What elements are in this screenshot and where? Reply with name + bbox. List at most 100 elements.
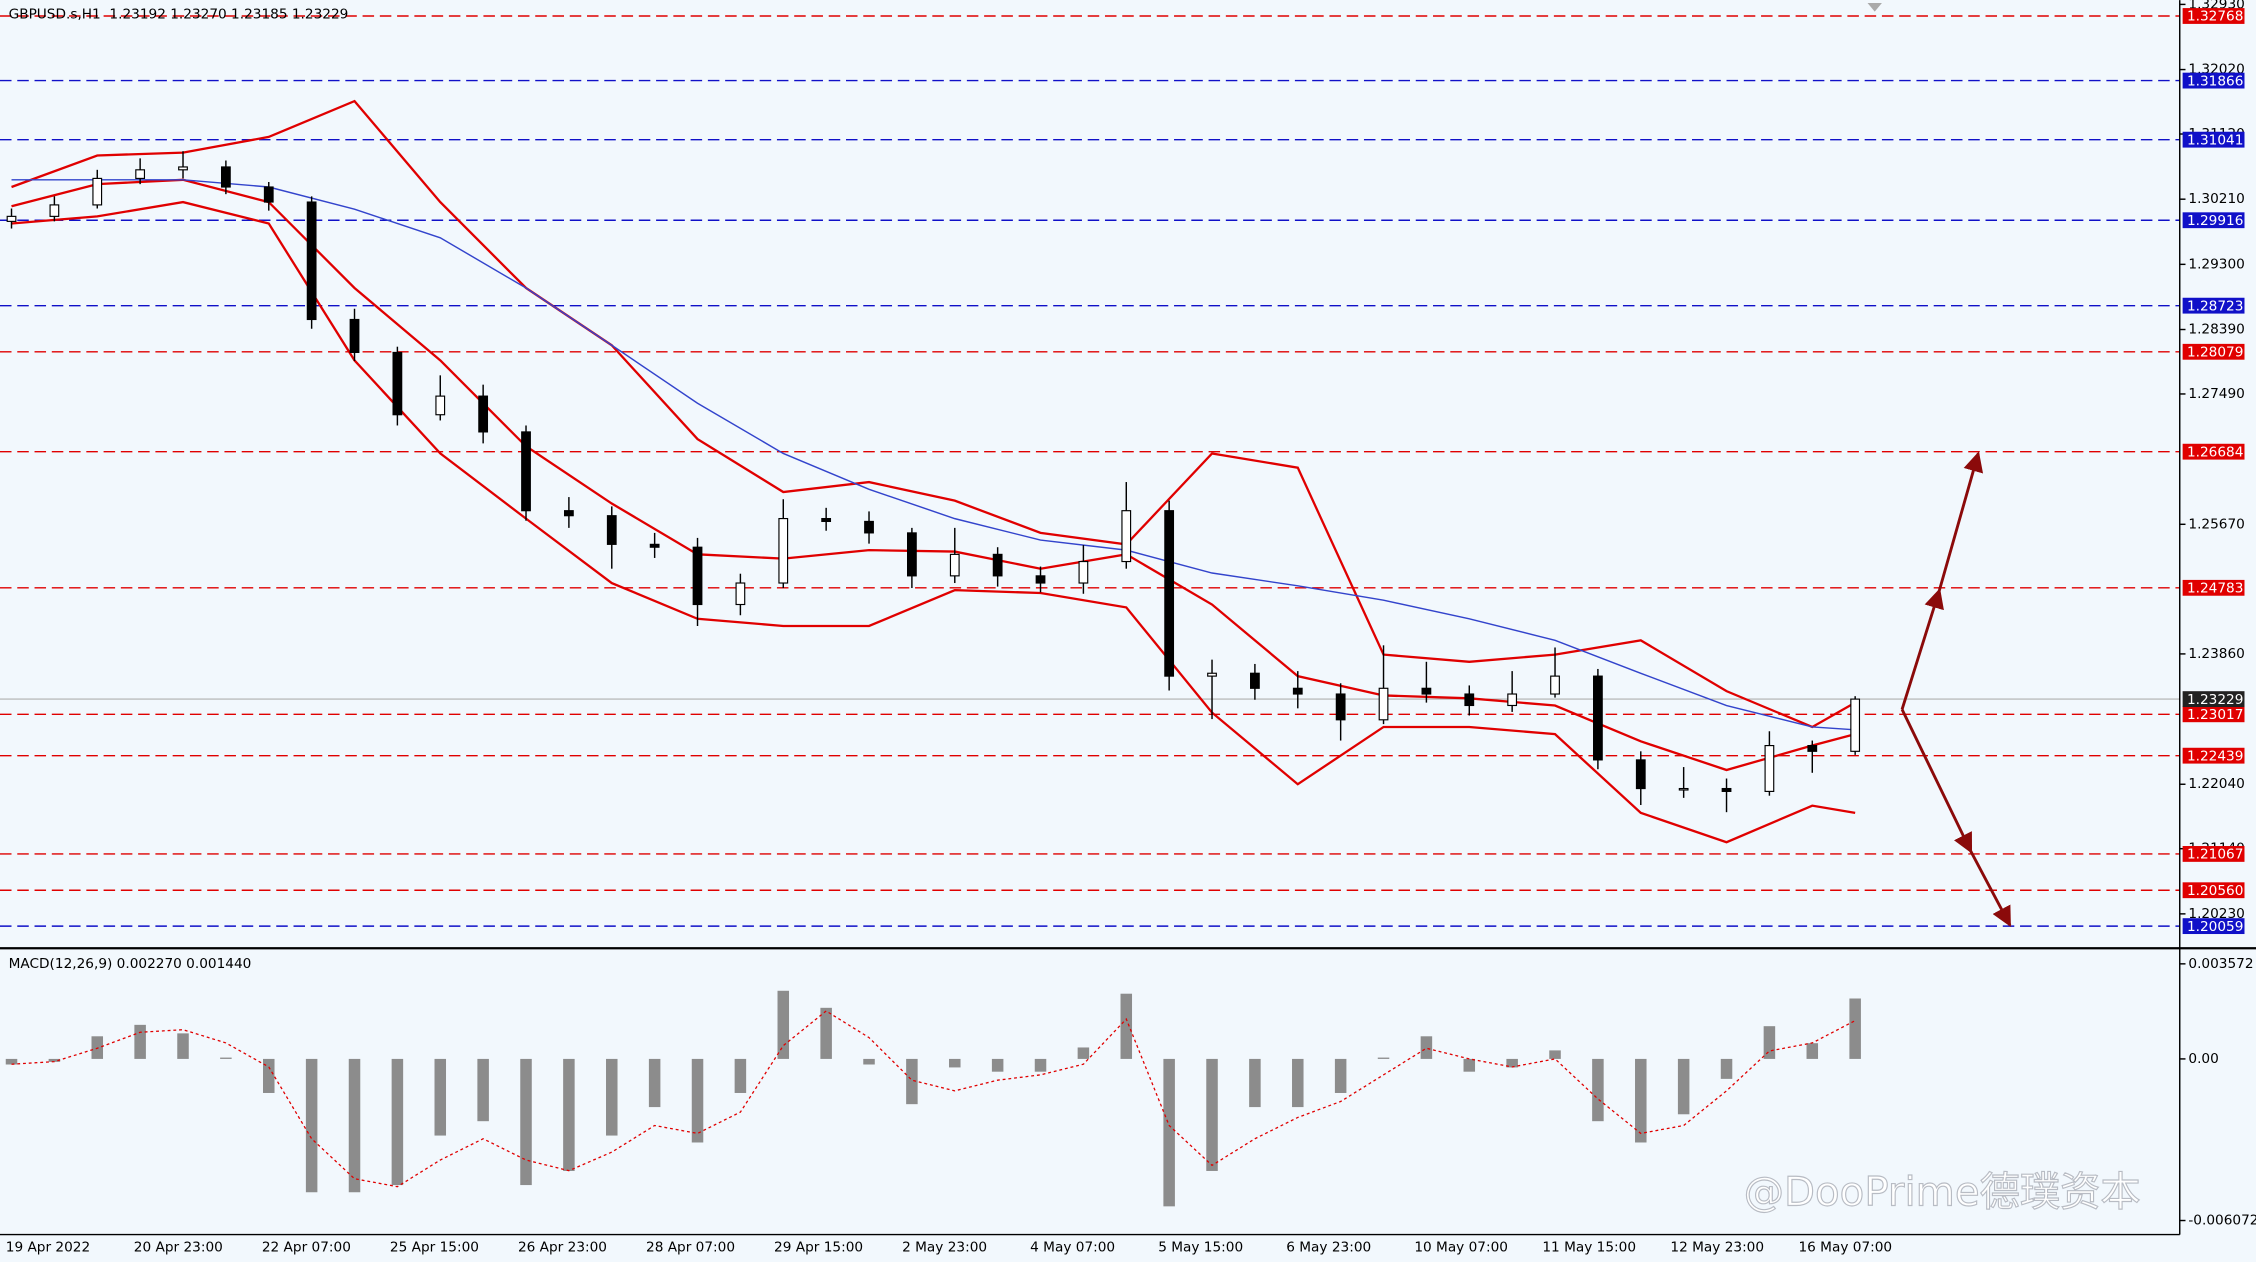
candle-body — [92, 177, 103, 206]
y-tick-label: 1.28390 — [2188, 322, 2244, 338]
macd-bar — [434, 1058, 447, 1136]
candle-body — [6, 215, 17, 222]
candle-body — [478, 395, 489, 433]
macd-bar — [1249, 1058, 1261, 1108]
x-tick-label: 10 May 07:00 — [1414, 1240, 1508, 1256]
candle-body — [263, 186, 274, 203]
candle-body — [1078, 560, 1089, 584]
level-label: 1.20059 — [2187, 919, 2243, 935]
candle-body — [1421, 687, 1432, 695]
macd-bar — [1635, 1058, 1647, 1143]
x-tick-label: 16 May 07:00 — [1798, 1240, 1892, 1256]
y-tick-label: 1.25670 — [2188, 516, 2244, 532]
candle-body — [1250, 672, 1260, 689]
y-tick-label: 1.23860 — [2188, 646, 2244, 662]
level-label-box — [2182, 918, 2245, 935]
x-tick-label: 2 May 23:00 — [902, 1240, 987, 1256]
level-label: 1.23017 — [2187, 707, 2243, 723]
macd-bar — [563, 1058, 575, 1171]
x-tick-label: 20 Apr 23:00 — [134, 1240, 223, 1256]
candle-body — [49, 204, 60, 217]
x-tick-label: 29 Apr 15:00 — [774, 1240, 863, 1256]
level-label-box — [2182, 882, 2245, 899]
candle-body — [563, 510, 574, 517]
level-label: 1.28723 — [2187, 298, 2243, 314]
macd-bar — [1034, 1058, 1047, 1072]
macd-bar — [177, 1033, 189, 1059]
moving-average — [11, 179, 1856, 731]
chart-header: GBPUSD.s,H1 1.23192 1.23270 1.23185 1.23… — [9, 6, 349, 22]
macd-bar — [305, 1058, 318, 1193]
macd-bar — [1677, 1058, 1690, 1115]
macd-bar — [606, 1058, 618, 1136]
candle-body — [1464, 693, 1475, 707]
level-label: 1.31866 — [2187, 73, 2243, 89]
x-tick-label: 22 Apr 07:00 — [262, 1240, 351, 1256]
macd-bar — [1806, 1043, 1819, 1059]
candle-body — [606, 515, 617, 545]
shift-marker — [1867, 2, 1882, 12]
macd-bar — [5, 1058, 18, 1065]
x-tick-label: 26 Apr 23:00 — [518, 1240, 607, 1256]
candle-body — [778, 517, 789, 584]
level-label-box — [2182, 212, 2245, 229]
level-label: 1.22439 — [2187, 748, 2243, 764]
level-label-box — [2182, 579, 2245, 596]
x-tick-label: 28 Apr 07:00 — [646, 1240, 735, 1256]
bollinger-band — [11, 200, 1856, 844]
y-tick-label: 0.003572 — [2188, 956, 2253, 972]
macd-bar — [1206, 1058, 1218, 1171]
candle-body — [178, 166, 188, 171]
macd-signal — [11, 1010, 1856, 1188]
level-label-box — [2182, 8, 2245, 24]
macd-bar — [1420, 1036, 1433, 1059]
level-label-box — [2182, 72, 2245, 89]
candle-body — [435, 395, 446, 416]
level-label-box — [2182, 131, 2245, 148]
x-tick-label: 11 May 15:00 — [1542, 1240, 1636, 1256]
candle-body — [1550, 675, 1560, 695]
x-tick-label: 5 May 15:00 — [1158, 1240, 1243, 1256]
candle-body — [135, 169, 146, 179]
y-tick-label: 1.30210 — [2188, 191, 2244, 207]
x-tick-label: 4 May 07:00 — [1030, 1240, 1115, 1256]
candle-body — [735, 582, 746, 606]
macd-bar — [863, 1058, 875, 1065]
level-label-box — [2182, 747, 2245, 764]
y-tick-label: 1.22040 — [2188, 776, 2244, 792]
candle-body — [1207, 672, 1217, 677]
last-price-box — [2182, 691, 2245, 708]
candle-body — [1721, 787, 1732, 792]
watermark: @DooPrime德璞资本 — [1744, 1169, 2141, 1215]
macd-bar — [906, 1058, 918, 1105]
y-tick-label: 1.20230 — [2188, 906, 2244, 922]
level-label: 1.32768 — [2187, 9, 2243, 25]
macd-bar — [348, 1058, 361, 1193]
candle-body — [521, 431, 531, 512]
macd-bar — [391, 1058, 404, 1186]
x-tick-label: 6 May 23:00 — [1286, 1240, 1371, 1256]
macd-bar — [1077, 1047, 1090, 1059]
macd-bar — [648, 1058, 661, 1108]
macd-bar — [1763, 1026, 1776, 1059]
macd-bar — [691, 1058, 704, 1143]
candle-body — [1850, 698, 1861, 752]
down-arrow — [1900, 708, 2012, 928]
macd-bar — [1549, 1050, 1561, 1059]
macd-bar — [477, 1058, 489, 1122]
last-price-label: 1.23229 — [2187, 692, 2243, 708]
level-label: 1.29916 — [2187, 213, 2243, 229]
macd-bar — [220, 1057, 232, 1059]
macd-bar — [949, 1058, 961, 1068]
candle-body — [907, 532, 917, 577]
candle-body — [392, 351, 403, 416]
level-label-box — [2182, 297, 2245, 314]
level-label: 1.26684 — [2187, 444, 2243, 460]
candle-body — [1378, 687, 1389, 721]
macd-bar — [734, 1058, 747, 1093]
candle-body — [1678, 787, 1689, 791]
candle-body — [692, 546, 703, 606]
